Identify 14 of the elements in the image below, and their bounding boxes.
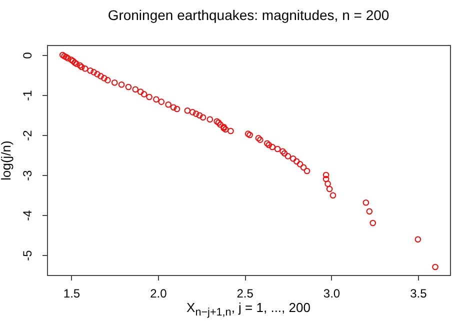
x-tick-label: 1.5 — [63, 286, 80, 300]
y-tick-label: -3 — [20, 170, 34, 181]
x-axis-title: X$_{n−j+1,n}$, j = 1, ..., 200 — [186, 300, 312, 319]
y-tick-label: -5 — [20, 250, 34, 261]
chart-title: Groningen earthquakes: magnitudes, n = 200 — [108, 7, 390, 23]
y-axis-title: log(j/n) — [0, 140, 14, 180]
x-tick-label: 2.5 — [236, 286, 254, 300]
x-tick-label: 2.0 — [150, 286, 168, 300]
x-tick-label: 3.0 — [323, 286, 340, 300]
y-tick-label: 0 — [20, 52, 34, 59]
x-tick-label: 3.5 — [410, 286, 428, 300]
y-tick-label: -4 — [20, 210, 34, 221]
y-tick-label: -1 — [20, 90, 34, 101]
y-tick-label: -2 — [20, 130, 34, 141]
